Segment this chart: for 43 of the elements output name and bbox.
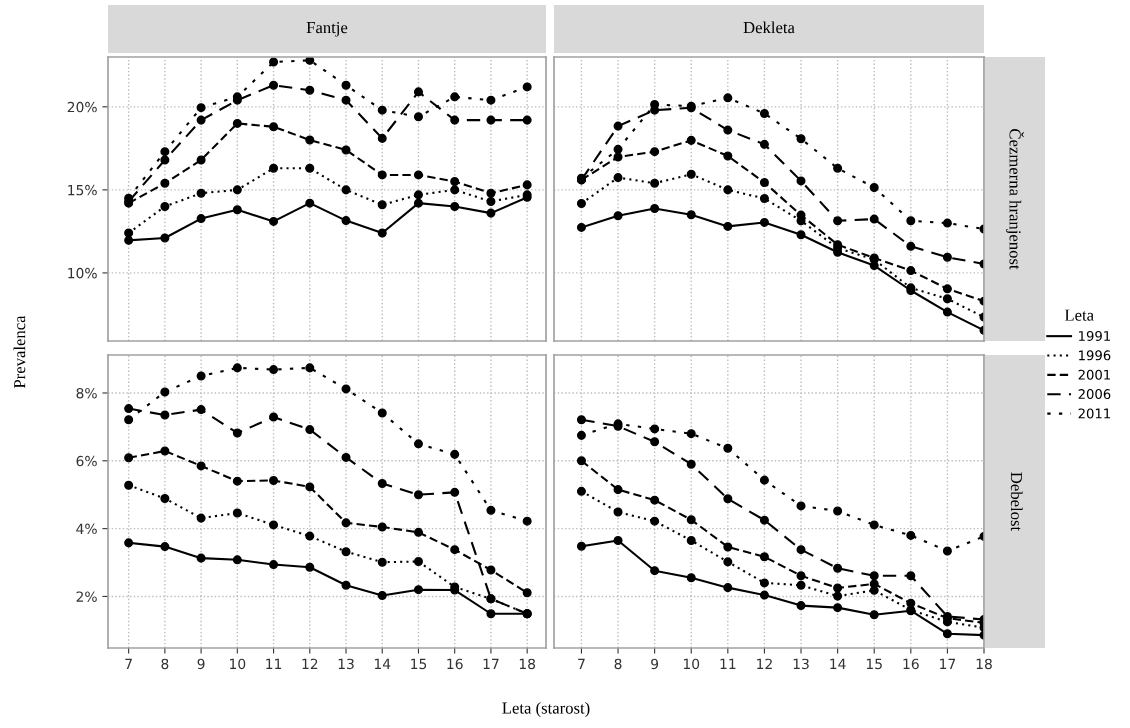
y-tick-label: 4% xyxy=(76,523,97,535)
y2-axis-title: Debelost xyxy=(1010,472,1023,532)
y-axis-title: Prevalenca xyxy=(13,315,26,389)
legend-label: 2011 xyxy=(1078,408,1110,419)
legend-label: 1991 xyxy=(1079,330,1110,341)
x-axis-title: Leta (starost) xyxy=(502,701,590,718)
x-tick-label: 11 xyxy=(266,658,282,669)
x-tick-label: 14 xyxy=(374,658,391,669)
y-tick-label: 20% xyxy=(67,101,97,113)
x-tick-label: 9 xyxy=(197,658,205,670)
x-tick-label: 8 xyxy=(161,658,169,670)
legend-label: 1996 xyxy=(1079,350,1111,361)
x-tick-label: 10 xyxy=(230,658,246,670)
x-tick-label: 12 xyxy=(302,658,318,669)
x-tick-label: 16 xyxy=(903,658,919,670)
x-tick-label: 12 xyxy=(757,658,772,669)
x-tick-label: 11 xyxy=(720,658,736,669)
x-tick-label: 16 xyxy=(447,658,463,670)
x-tick-label: 17 xyxy=(483,658,499,669)
x-tick-label: 18 xyxy=(519,658,536,670)
x-tick-label: 8 xyxy=(614,658,622,670)
y2-axis-title: Čezmerna hranjenost xyxy=(1006,129,1024,270)
x-tick-label: 10 xyxy=(683,658,700,670)
y-tick-label: 10% xyxy=(68,267,97,279)
x-tick-label: 13 xyxy=(338,658,354,670)
legend-label: 2001 xyxy=(1078,369,1110,380)
x-tick-label: 15 xyxy=(866,658,882,670)
x-tick-label: 7 xyxy=(578,658,585,669)
x-tick-label: 18 xyxy=(976,658,992,670)
x-tick-label: 13 xyxy=(793,658,809,670)
chart-title: Dekleta xyxy=(743,21,795,34)
x-tick-label: 9 xyxy=(651,658,659,670)
y-tick-label: 8% xyxy=(76,387,97,399)
chart-title: Fantje xyxy=(306,21,348,37)
y-tick-label: 15% xyxy=(68,184,97,196)
legend-label: 2006 xyxy=(1078,389,1111,400)
x-tick-label: 14 xyxy=(830,658,846,669)
x-tick-label: 17 xyxy=(940,658,956,669)
y-tick-label: 6% xyxy=(76,455,97,467)
y-tick-label: 2% xyxy=(76,591,97,602)
x-tick-label: 7 xyxy=(125,658,132,669)
legend-title: Leta xyxy=(1064,309,1094,321)
x-tick-label: 15 xyxy=(411,658,427,670)
